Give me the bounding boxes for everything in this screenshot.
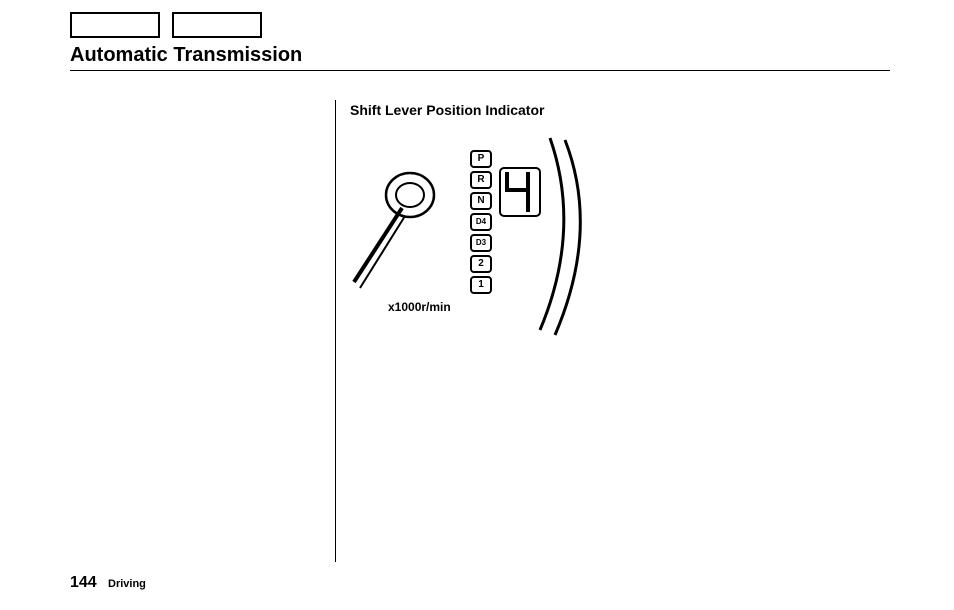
gear-d4: D4 bbox=[470, 213, 492, 231]
figure-title: Shift Lever Position Indicator bbox=[350, 102, 544, 118]
gear-p: P bbox=[470, 150, 492, 168]
title-underline bbox=[70, 70, 890, 71]
page-title: Automatic Transmission bbox=[70, 44, 302, 67]
header-empty-boxes bbox=[70, 12, 262, 38]
gear-position-column: P R N D4 D3 2 1 bbox=[470, 150, 492, 297]
header-box-2 bbox=[172, 12, 262, 38]
gear-2: 2 bbox=[470, 255, 492, 273]
gear-n: N bbox=[470, 192, 492, 210]
gear-r: R bbox=[470, 171, 492, 189]
page-number: 144 bbox=[70, 574, 97, 592]
column-divider bbox=[335, 100, 336, 562]
rpm-label: x1000r/min bbox=[388, 300, 451, 314]
header-box-1 bbox=[70, 12, 160, 38]
footer-section-label: Driving bbox=[108, 578, 146, 590]
gear-d3: D3 bbox=[470, 234, 492, 252]
gear-1: 1 bbox=[470, 276, 492, 294]
